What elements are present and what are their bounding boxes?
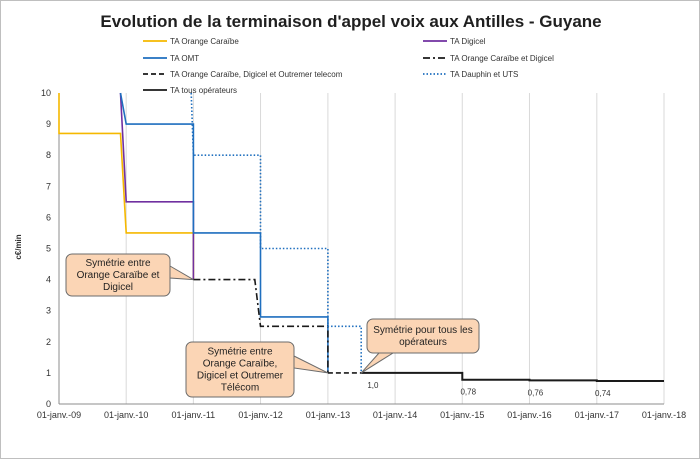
- series-line-2: [119, 92, 329, 373]
- x-tick-label: 01-janv.-15: [440, 410, 484, 420]
- y-tick-label: 8: [46, 150, 51, 160]
- callout-pointer: [169, 265, 194, 281]
- y-tick-label: 0: [46, 399, 51, 409]
- callout-box: [185, 341, 295, 398]
- callout-text-line: Symétrie entre: [85, 258, 150, 269]
- y-tick-label: 5: [46, 244, 51, 254]
- x-tick-label: 01-janv.-14: [373, 410, 417, 420]
- y-tick-label: 6: [46, 212, 51, 222]
- callout-text-line: Digicel: [103, 282, 133, 293]
- legend-label-6: TA tous opérateurs: [170, 86, 237, 95]
- series-line-6: [361, 371, 664, 382]
- x-tick-label: 01-janv.-11: [172, 410, 216, 420]
- y-tick-label: 3: [46, 306, 51, 316]
- legend-label-1: TA Digicel: [450, 37, 486, 46]
- data-label: 0,74: [595, 389, 611, 398]
- callout-pointer: [360, 352, 395, 374]
- x-tick-label: 01-janv.-17: [575, 410, 619, 420]
- callout-text-line: Orange Caraïbe,: [203, 359, 278, 370]
- series-group: [58, 92, 664, 382]
- callout-text-line: opérateurs: [399, 337, 447, 348]
- data-labels: 1,0 0,78 0,76 0,74: [367, 381, 611, 398]
- series-line-4: [190, 92, 363, 373]
- legend-label-3: TA Orange Caraïbe et Digicel: [450, 54, 554, 63]
- callout-text-line: Orange Caraïbe et: [77, 270, 160, 281]
- legend-label-5: TA Orange Caraïbe, Digicel et Outremer t…: [170, 70, 343, 79]
- chart-title: Evolution de la terminaison d'appel voix…: [100, 12, 601, 31]
- callout-text-line: Télécom: [221, 383, 259, 394]
- callout-text-line: Digicel et Outremer: [197, 371, 284, 382]
- callout-text-line: Symétrie pour tous les: [373, 325, 473, 336]
- y-tick-label: 2: [46, 337, 51, 347]
- x-tick-label: 01-janv.-18: [642, 410, 686, 420]
- x-tick-label: 01-janv.-16: [507, 410, 551, 420]
- legend: TA Orange Caraïbe TA Digicel TA OMT TA Oran…: [143, 37, 554, 95]
- legend-label-2: TA OMT: [170, 54, 199, 63]
- y-tick-label: 10: [41, 88, 51, 98]
- callout-text-line: Symétrie entre: [207, 347, 272, 358]
- y-axis-label: c€/min: [14, 234, 23, 259]
- legend-label-4: TA Dauphin et UTS: [450, 70, 518, 79]
- data-label: 0,78: [460, 388, 476, 397]
- x-tick-label: 01-janv.-09: [37, 410, 81, 420]
- legend-label-0: TA Orange Caraïbe: [170, 37, 239, 46]
- y-tick-label: 9: [46, 119, 51, 129]
- y-tick-label: 4: [46, 275, 51, 285]
- callout-box: [366, 318, 480, 354]
- callout-box: [65, 253, 171, 297]
- x-tick-label: 01-janv.-10: [104, 410, 148, 420]
- y-tick-label: 1: [46, 368, 51, 378]
- series-line-3: [193, 278, 329, 373]
- callout-pointer: [293, 355, 329, 374]
- data-label: 0,76: [528, 388, 544, 397]
- x-tick-label: 01-janv.-12: [238, 410, 282, 420]
- grid: [58, 93, 665, 404]
- x-tick-label: 01-janv.-13: [306, 410, 350, 420]
- y-tick-label: 7: [46, 181, 51, 191]
- axes: 01-janv.-09 01-janv.-10 01-janv.-11 01-janv…: [37, 88, 686, 420]
- data-label: 1,0: [367, 381, 379, 390]
- series-line-1: [119, 92, 195, 280]
